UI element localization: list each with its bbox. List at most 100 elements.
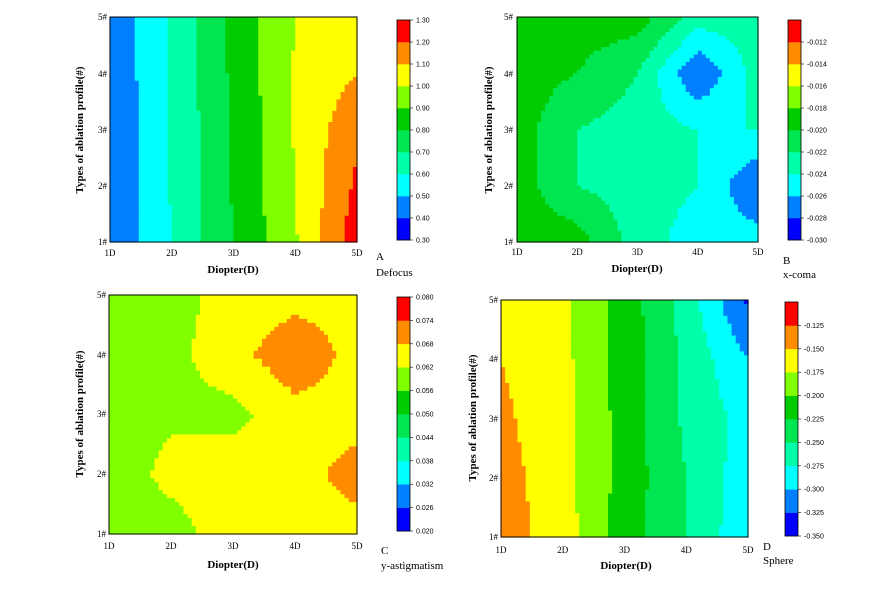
heatmap-cell <box>533 95 538 101</box>
heatmap-cell <box>249 62 255 67</box>
heatmap-cell <box>221 28 226 33</box>
heatmap-cell <box>303 32 309 37</box>
heatmap-cell <box>336 178 342 183</box>
heatmap-cell <box>741 69 747 74</box>
heatmap-cell <box>208 227 214 232</box>
heatmap-cell <box>585 43 590 48</box>
heatmap-cell <box>175 58 181 63</box>
heatmap-cell <box>254 103 259 108</box>
heatmap-cell <box>649 28 655 33</box>
heatmap-cell <box>147 50 152 56</box>
heatmap-cell <box>553 17 558 22</box>
heatmap-cell <box>245 212 251 217</box>
heatmap-cell <box>653 24 659 29</box>
heatmap-cell <box>134 43 140 48</box>
heatmap-cell <box>159 62 165 67</box>
heatmap-cell <box>254 219 259 224</box>
heatmap-cell <box>159 170 165 176</box>
heatmap-cell <box>184 24 189 29</box>
heatmap-cell <box>737 73 743 78</box>
heatmap-cell <box>701 32 707 37</box>
heatmap-cell <box>188 35 193 41</box>
heatmap-cell <box>249 92 255 97</box>
heatmap-cell <box>657 65 663 71</box>
heatmap-cell <box>677 35 683 41</box>
heatmap-cell <box>299 47 305 52</box>
heatmap-cell <box>237 122 243 127</box>
heatmap-cell <box>184 193 189 198</box>
heatmap-cell <box>529 88 534 93</box>
heatmap-cell <box>147 144 152 149</box>
heatmap-cell <box>336 148 342 153</box>
heatmap-cell <box>274 92 280 97</box>
heatmap-cell <box>282 103 288 108</box>
heatmap-cell <box>621 95 627 101</box>
heatmap-cell <box>221 133 226 138</box>
heatmap-cell <box>340 212 346 217</box>
heatmap-cell <box>324 107 329 112</box>
heatmap-cell <box>179 39 185 44</box>
heatmap-cell <box>163 212 169 217</box>
heatmap-cell <box>254 144 259 149</box>
heatmap-cell <box>617 24 623 29</box>
heatmap-cell <box>254 69 259 74</box>
heatmap-cell <box>126 144 132 149</box>
heatmap-cell <box>287 80 292 86</box>
heatmap-cell <box>613 84 619 89</box>
heatmap-cell <box>753 62 759 67</box>
heatmap-cell <box>311 17 317 22</box>
heatmap-cell <box>188 103 193 108</box>
heatmap-cell <box>245 77 251 82</box>
heatmap-cell <box>130 107 136 112</box>
heatmap-cell <box>645 77 651 82</box>
heatmap-cell <box>179 43 185 48</box>
heatmap-cell <box>521 73 526 78</box>
heatmap-cell <box>274 178 280 183</box>
heatmap-cell <box>114 159 119 164</box>
heatmap-cell <box>212 39 218 44</box>
heatmap-cell <box>163 28 169 33</box>
heatmap-cell <box>155 197 160 202</box>
heatmap-cell <box>665 35 671 41</box>
heatmap-cell <box>147 200 152 206</box>
heatmap-cell <box>585 62 590 67</box>
heatmap-cell <box>274 189 280 194</box>
heatmap-cell <box>661 24 667 29</box>
heatmap-cell <box>118 84 123 89</box>
heatmap-cell <box>147 137 152 142</box>
heatmap-cell <box>266 110 272 116</box>
heatmap-cell <box>130 144 136 149</box>
heatmap-cell <box>233 110 239 116</box>
heatmap-cell <box>221 95 226 101</box>
heatmap-cell <box>241 24 247 29</box>
heatmap-cell <box>344 238 350 243</box>
heatmap-cell <box>114 99 119 104</box>
heatmap-cell <box>175 107 181 112</box>
heatmap-cell <box>336 20 342 26</box>
heatmap-cell <box>278 238 284 243</box>
heatmap-cell <box>344 163 350 168</box>
heatmap-cell <box>597 43 602 48</box>
heatmap-cell <box>167 155 173 161</box>
heatmap-cell <box>605 47 610 52</box>
heatmap-cell <box>669 35 675 41</box>
heatmap-cell <box>159 185 165 191</box>
heatmap-cell <box>311 212 317 217</box>
heatmap-cell <box>517 54 522 59</box>
heatmap-cell <box>171 24 177 29</box>
heatmap-cell <box>685 50 691 56</box>
heatmap-cell <box>291 234 296 239</box>
heatmap-cell <box>188 118 193 123</box>
heatmap-cell <box>155 189 160 194</box>
heatmap-cell <box>581 20 586 26</box>
heatmap-cell <box>241 92 247 97</box>
heatmap-cell <box>657 84 663 89</box>
heatmap-cell <box>126 99 132 104</box>
heatmap-cell <box>270 114 276 119</box>
heatmap-cell <box>118 215 123 221</box>
heatmap-cell <box>287 77 292 82</box>
heatmap-cell <box>315 197 321 202</box>
heatmap-cell <box>204 238 210 243</box>
heatmap-cell <box>225 155 230 161</box>
heatmap-cell <box>233 122 239 127</box>
